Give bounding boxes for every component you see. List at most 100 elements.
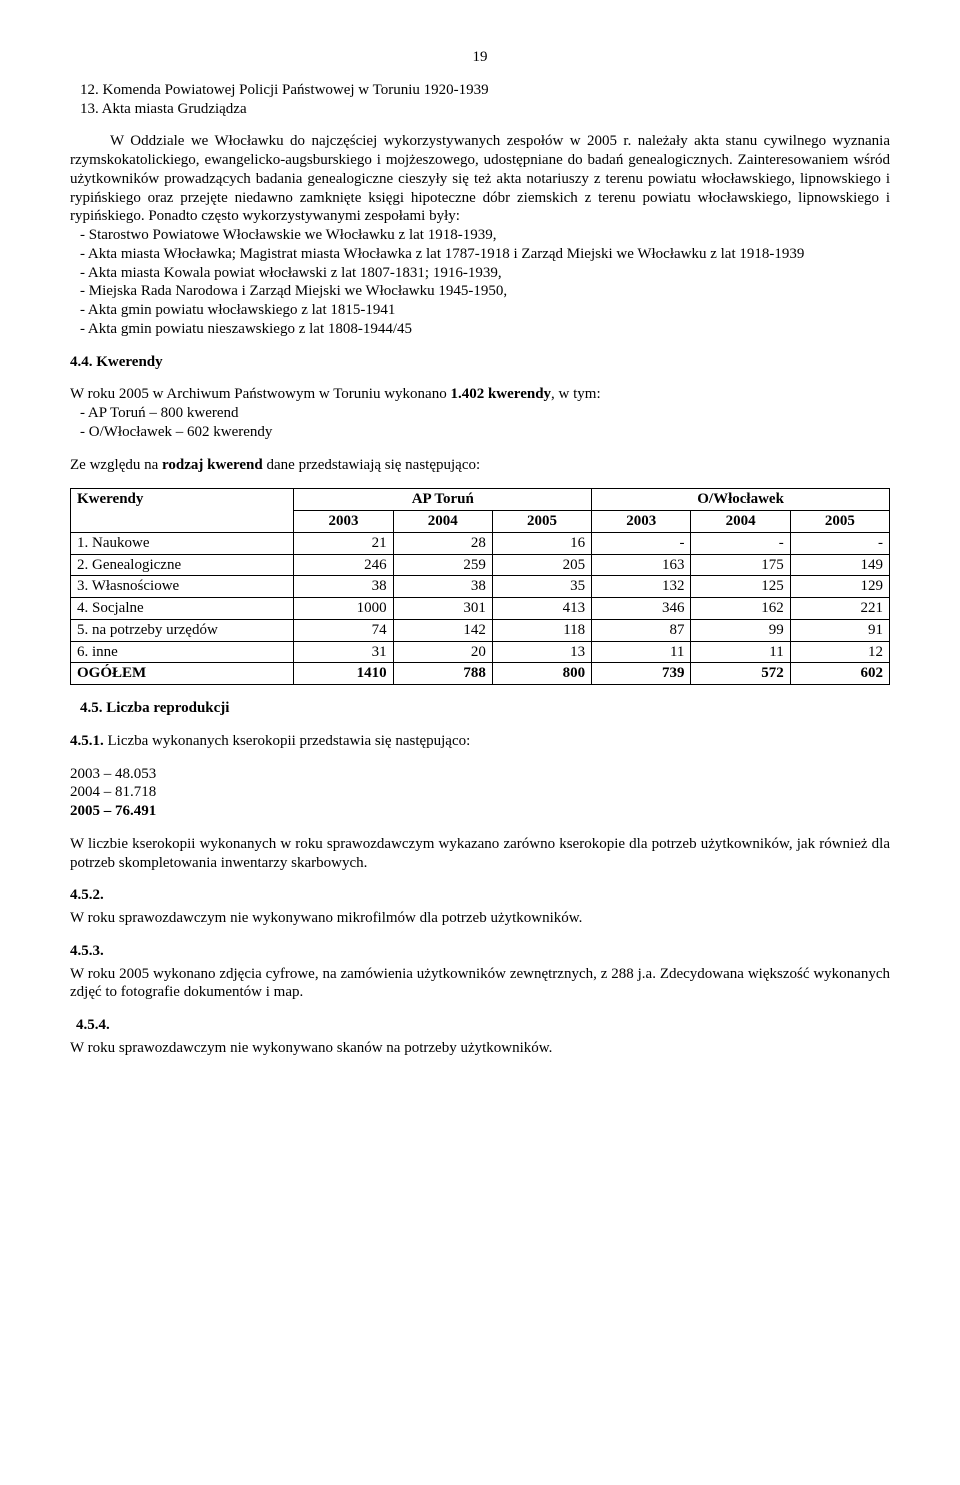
cell: 3. Własnościowe <box>71 576 294 598</box>
list-item: - Akta miasta Kowala powiat włocławski z… <box>70 264 890 283</box>
table-row: 6. inne 31 20 13 11 11 12 <box>71 641 890 663</box>
text: , w tym: <box>551 386 601 402</box>
heading-4-5-1-line: 4.5.1. Liczba wykonanych kserokopii prze… <box>70 732 890 751</box>
col-header: 2003 <box>592 511 691 533</box>
cell: 800 <box>492 663 591 685</box>
cell: 246 <box>294 554 393 576</box>
heading-4-5-2: 4.5.2. <box>70 886 890 905</box>
list-item: - AP Toruń – 800 kwerend <box>70 404 890 423</box>
cell: 11 <box>592 641 691 663</box>
cell: 21 <box>294 532 393 554</box>
cell: - <box>691 532 790 554</box>
paragraph-1: W Oddziale we Włocławku do najczęściej w… <box>70 132 890 226</box>
cell: 12 <box>790 641 889 663</box>
paragraph-4-5-2: W roku sprawozdawczym nie wykonywano mik… <box>70 909 890 928</box>
list-item: - O/Włocławek – 602 kwerendy <box>70 423 890 442</box>
col-header: Kwerendy <box>71 489 294 533</box>
table-row: 5. na potrzeby urzędów 74 142 118 87 99 … <box>71 619 890 641</box>
cell: - <box>592 532 691 554</box>
cell: 125 <box>691 576 790 598</box>
heading-4-4: 4.4. Kwerendy <box>70 353 890 372</box>
cell: 163 <box>592 554 691 576</box>
cell: 149 <box>790 554 889 576</box>
cell: 4. Socjalne <box>71 598 294 620</box>
cell: 132 <box>592 576 691 598</box>
col-header: 2004 <box>393 511 492 533</box>
cell: 13 <box>492 641 591 663</box>
table-row: 4. Socjalne 1000 301 413 346 162 221 <box>71 598 890 620</box>
cell: 413 <box>492 598 591 620</box>
kwerendy-total-line: W roku 2005 w Archiwum Państwowym w Toru… <box>70 385 890 404</box>
cell: 35 <box>492 576 591 598</box>
text: Ze względu na <box>70 457 162 473</box>
paragraph-4-5-3: W roku 2005 wykonano zdjęcia cyfrowe, na… <box>70 965 890 1003</box>
cell: 6. inne <box>71 641 294 663</box>
cell: 28 <box>393 532 492 554</box>
cell: 221 <box>790 598 889 620</box>
heading-4-5-4: 4.5.4. <box>70 1016 890 1035</box>
heading-4-5: 4.5. Liczba reprodukcji <box>70 699 890 718</box>
cell: 31 <box>294 641 393 663</box>
top-numbered-list: 12. Komenda Powiatowej Policji Państwowe… <box>70 81 890 119</box>
list-item: - Akta gmin powiatu włocławskiego z lat … <box>70 301 890 320</box>
cell: 87 <box>592 619 691 641</box>
cell: 205 <box>492 554 591 576</box>
cell: 16 <box>492 532 591 554</box>
col-header: O/Włocławek <box>592 489 890 511</box>
kwerendy-table: Kwerendy AP Toruń O/Włocławek 2003 2004 … <box>70 488 890 685</box>
table-row: 3. Własnościowe 38 38 35 132 125 129 <box>71 576 890 598</box>
text: dane przedstawiają się następująco: <box>263 457 480 473</box>
paragraph-4-5-1: W liczbie kserokopii wykonanych w roku s… <box>70 835 890 873</box>
list-item: - Akta miasta Włocławka; Magistrat miast… <box>70 245 890 264</box>
list-item: 13. Akta miasta Grudziądza <box>70 100 890 119</box>
col-header: 2005 <box>492 511 591 533</box>
paragraph-1-container: W Oddziale we Włocławku do najczęściej w… <box>70 132 890 338</box>
section-4-5-4: 4.5.4. W roku sprawozdawczym nie wykonyw… <box>70 1016 890 1058</box>
col-header: 2004 <box>691 511 790 533</box>
list-item: - Akta gmin powiatu nieszawskiego z lat … <box>70 320 890 339</box>
section-4-5-2: 4.5.2. W roku sprawozdawczym nie wykonyw… <box>70 886 890 928</box>
list-item: - Miejska Rada Narodowa i Zarząd Miejski… <box>70 282 890 301</box>
table-row: 1. Naukowe 21 28 16 - - - <box>71 532 890 554</box>
cell: 91 <box>790 619 889 641</box>
year-line: 2004 – 81.718 <box>70 783 890 802</box>
paragraph-4-5-4: W roku sprawozdawczym nie wykonywano ska… <box>70 1039 890 1058</box>
dash-list-2: - AP Toruń – 800 kwerend - O/Włocławek –… <box>70 404 890 442</box>
year-line-bold: 2005 – 76.491 <box>70 802 890 821</box>
cell: 739 <box>592 663 691 685</box>
cell: 142 <box>393 619 492 641</box>
cell: 2. Genealogiczne <box>71 554 294 576</box>
cell: 788 <box>393 663 492 685</box>
cell: 99 <box>691 619 790 641</box>
years-block: 2003 – 48.053 2004 – 81.718 2005 – 76.49… <box>70 765 890 821</box>
col-header: 2005 <box>790 511 889 533</box>
cell: - <box>790 532 889 554</box>
rodzaj-kwerend-line: Ze względu na rodzaj kwerend dane przeds… <box>70 456 890 475</box>
cell: 1. Naukowe <box>71 532 294 554</box>
cell: 175 <box>691 554 790 576</box>
cell: OGÓŁEM <box>71 663 294 685</box>
kwerendy-total-block: W roku 2005 w Archiwum Państwowym w Toru… <box>70 385 890 441</box>
dash-list-1: - Starostwo Powiatowe Włocławskie we Wło… <box>70 226 890 339</box>
heading-4-5-3: 4.5.3. <box>70 942 890 961</box>
table-total-row: OGÓŁEM 1410 788 800 739 572 602 <box>71 663 890 685</box>
cell: 11 <box>691 641 790 663</box>
cell: 259 <box>393 554 492 576</box>
cell: 572 <box>691 663 790 685</box>
table-row: 2. Genealogiczne 246 259 205 163 175 149 <box>71 554 890 576</box>
list-item: 12. Komenda Powiatowej Policji Państwowe… <box>70 81 890 100</box>
col-header: 2003 <box>294 511 393 533</box>
cell: 1410 <box>294 663 393 685</box>
cell: 162 <box>691 598 790 620</box>
cell: 129 <box>790 576 889 598</box>
cell: 74 <box>294 619 393 641</box>
cell: 38 <box>393 576 492 598</box>
cell: 1000 <box>294 598 393 620</box>
year-line: 2003 – 48.053 <box>70 765 890 784</box>
text-bold: rodzaj kwerend <box>162 457 263 473</box>
list-item: - Starostwo Powiatowe Włocławskie we Wło… <box>70 226 890 245</box>
cell: 301 <box>393 598 492 620</box>
cell: 5. na potrzeby urzędów <box>71 619 294 641</box>
page-number: 19 <box>70 48 890 67</box>
cell: 346 <box>592 598 691 620</box>
